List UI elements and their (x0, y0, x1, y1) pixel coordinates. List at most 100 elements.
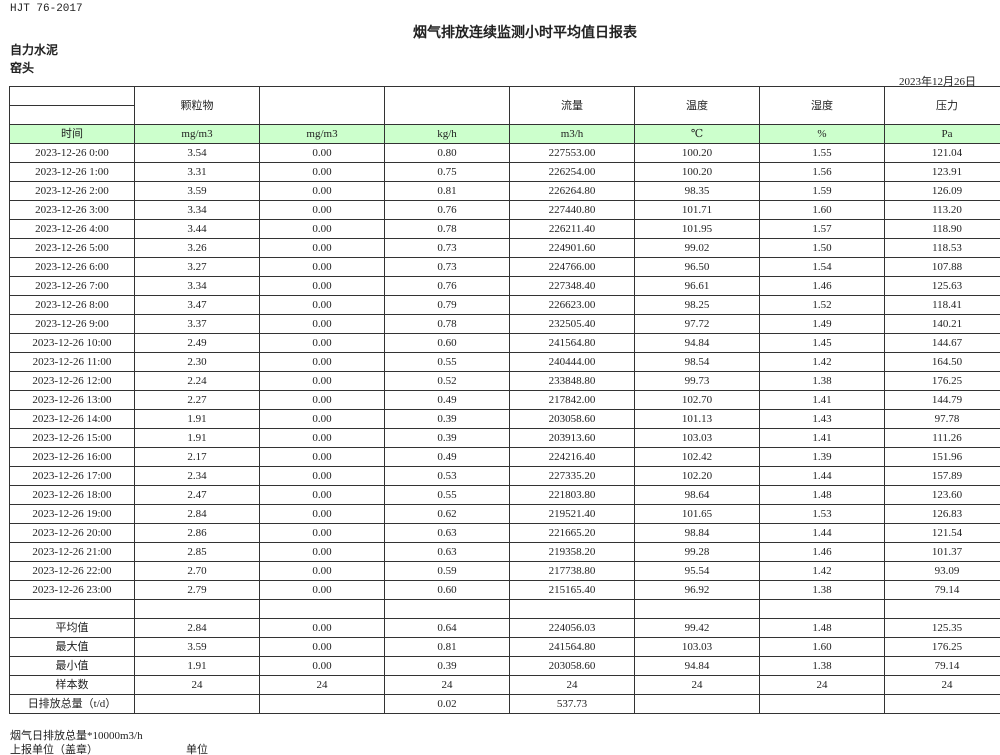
value-cell: 164.50 (884, 352, 1000, 372)
value-cell: 2.49 (134, 333, 260, 353)
value-cell: 0.00 (259, 371, 385, 391)
value-cell: 101.13 (634, 409, 760, 429)
stat-value: 0.81 (384, 637, 510, 657)
value-cell: 1.44 (759, 523, 885, 543)
stat-value: 24 (509, 675, 635, 695)
stat-label: 平均值 (9, 618, 135, 638)
stat-value: 79.14 (884, 656, 1000, 676)
value-cell: 0.00 (259, 428, 385, 448)
value-cell: 226623.00 (509, 295, 635, 315)
value-cell: 99.28 (634, 542, 760, 562)
table-row: 2023-12-26 9:00 3.37 0.00 0.78 232505.40 97.7… (9, 314, 1000, 334)
empty-cell (384, 599, 510, 619)
table-row: 2023-12-26 19:00 2.84 0.00 0.62 219521.40 101… (9, 504, 1000, 524)
value-cell: 0.00 (259, 200, 385, 220)
value-cell: 3.27 (134, 257, 260, 277)
time-cell: 2023-12-26 8:00 (9, 295, 135, 315)
value-cell: 1.38 (759, 371, 885, 391)
stats-row: 最大值 3.59 0.00 0.81 241564.80 103.03 1.60 176.25 (9, 637, 1000, 657)
value-cell: 2.27 (134, 390, 260, 410)
table-row: 2023-12-26 7:00 3.34 0.00 0.76 227348.40 96.6… (9, 276, 1000, 296)
value-cell: 118.41 (884, 295, 1000, 315)
stat-value: 125.35 (884, 618, 1000, 638)
unit-cell: % (759, 124, 885, 144)
stat-label: 最小值 (9, 656, 135, 676)
stat-value: 1.91 (134, 656, 260, 676)
value-cell: 227335.20 (509, 466, 635, 486)
value-cell: 203913.60 (509, 428, 635, 448)
table-row: 2023-12-26 4:00 3.44 0.00 0.78 226211.40 101.… (9, 219, 1000, 239)
value-cell: 227553.00 (509, 143, 635, 163)
value-cell: 101.65 (634, 504, 760, 524)
value-cell: 0.55 (384, 352, 510, 372)
header-split-cell (10, 87, 134, 124)
time-cell: 2023-12-26 13:00 (9, 390, 135, 410)
time-cell: 2023-12-26 20:00 (9, 523, 135, 543)
value-cell: 2.17 (134, 447, 260, 467)
stat-value: 24 (134, 675, 260, 695)
time-cell: 2023-12-26 6:00 (9, 257, 135, 277)
value-cell: 232505.40 (509, 314, 635, 334)
value-cell: 144.67 (884, 333, 1000, 353)
value-cell: 79.14 (884, 580, 1000, 600)
table-row: 2023-12-26 15:00 1.91 0.00 0.39 203913.60 103… (9, 428, 1000, 448)
value-cell: 1.42 (759, 352, 885, 372)
stats-row: 最小值 1.91 0.00 0.39 203058.60 94.84 1.38 79.14 (9, 656, 1000, 676)
table-row: 2023-12-26 8:00 3.47 0.00 0.79 226623.00 98.2… (9, 295, 1000, 315)
value-cell: 0.00 (259, 485, 385, 505)
table-row: 2023-12-26 10:00 2.49 0.00 0.60 241564.80 94.… (9, 333, 1000, 353)
stat-value: 0.64 (384, 618, 510, 638)
value-cell: 176.25 (884, 371, 1000, 391)
value-cell: 0.78 (384, 219, 510, 239)
time-cell: 2023-12-26 15:00 (9, 428, 135, 448)
value-cell: 107.88 (884, 257, 1000, 277)
empty-cell (9, 599, 135, 619)
stat-value (134, 694, 260, 714)
value-cell: 3.59 (134, 181, 260, 201)
value-cell: 219358.20 (509, 542, 635, 562)
value-cell: 0.00 (259, 295, 385, 315)
value-cell: 102.20 (634, 466, 760, 486)
time-cell: 2023-12-26 12:00 (9, 371, 135, 391)
stats-row: 样本数 24 24 24 24 24 24 24 (9, 675, 1000, 695)
value-cell: 140.21 (884, 314, 1000, 334)
value-cell: 113.20 (884, 200, 1000, 220)
stat-value: 0.00 (259, 637, 385, 657)
value-cell: 219521.40 (509, 504, 635, 524)
empty-cell (759, 599, 885, 619)
value-cell: 97.78 (884, 409, 1000, 429)
stat-value: 2.84 (134, 618, 260, 638)
table-row: 2023-12-26 1:00 3.31 0.00 0.75 226254.00 100.… (9, 162, 1000, 182)
table-row: 2023-12-26 13:00 2.27 0.00 0.49 217842.00 102… (9, 390, 1000, 410)
value-cell: 1.46 (759, 542, 885, 562)
value-cell: 1.54 (759, 257, 885, 277)
time-cell: 2023-12-26 16:00 (9, 447, 135, 467)
value-cell: 151.96 (884, 447, 1000, 467)
units-row: 时间 mg/m3 mg/m3 kg/h m3/h ℃% Pa (9, 124, 1000, 144)
value-cell: 3.31 (134, 162, 260, 182)
value-cell: 98.64 (634, 485, 760, 505)
stat-value: 3.59 (134, 637, 260, 657)
time-cell: 2023-12-26 18:00 (9, 485, 135, 505)
value-cell: 0.75 (384, 162, 510, 182)
table-row: 2023-12-26 12:00 2.24 0.00 0.52 233848.80 99.… (9, 371, 1000, 391)
value-cell: 1.48 (759, 485, 885, 505)
value-cell: 1.43 (759, 409, 885, 429)
value-cell: 221665.20 (509, 523, 635, 543)
value-cell: 1.59 (759, 181, 885, 201)
value-cell: 1.49 (759, 314, 885, 334)
stat-value: 1.38 (759, 656, 885, 676)
stat-value: 24 (884, 675, 1000, 695)
value-cell: 233848.80 (509, 371, 635, 391)
stat-label: 样本数 (9, 675, 135, 695)
value-cell: 226211.40 (509, 219, 635, 239)
value-cell: 0.62 (384, 504, 510, 524)
value-cell: 226254.00 (509, 162, 635, 182)
stat-value: 99.42 (634, 618, 760, 638)
stat-value: 224056.03 (509, 618, 635, 638)
stats-row: 平均值 2.84 0.00 0.64 224056.03 99.42 1.48 125.35 (9, 618, 1000, 638)
stat-label: 最大值 (9, 637, 135, 657)
value-cell: 0.52 (384, 371, 510, 391)
stat-value: 0.00 (259, 618, 385, 638)
time-cell: 2023-12-26 19:00 (9, 504, 135, 524)
